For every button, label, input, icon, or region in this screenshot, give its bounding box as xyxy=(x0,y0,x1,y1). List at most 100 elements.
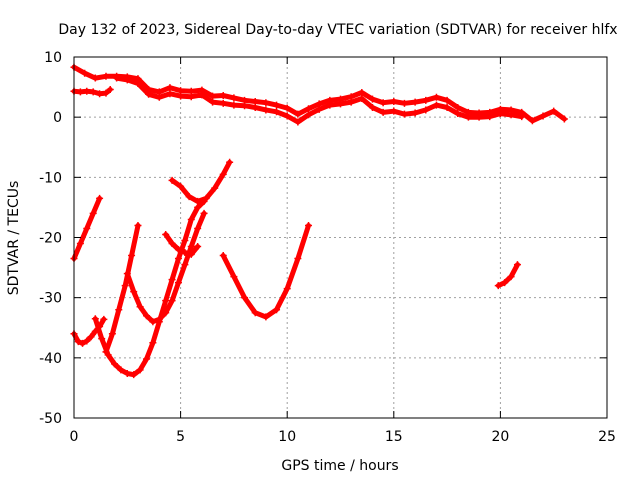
data-point-arc-upper-offset-4 xyxy=(155,93,163,101)
data-point-arc-upper-main-44 xyxy=(539,112,547,120)
data-point-arc-upper-offset-19 xyxy=(315,105,323,113)
data-point-arc-upper-offset-2 xyxy=(134,79,142,87)
data-point-arc-upper-main-20 xyxy=(283,104,291,112)
data-point-arc-upper-main-15 xyxy=(230,94,238,102)
data-point-arc-b-1 xyxy=(74,338,82,346)
x-axis-label: GPS time / hours xyxy=(281,458,398,474)
data-point-arc-f-5 xyxy=(194,243,202,251)
data-point-arc-f-2 xyxy=(174,246,182,254)
data-point-arc-upper-offset-22 xyxy=(347,98,355,106)
data-point-arc-upper-main-3 xyxy=(102,72,110,80)
data-point-arc-upper-short-5 xyxy=(102,89,110,97)
series-arc-upper-offset xyxy=(113,74,526,126)
y-tick-label-1: -40 xyxy=(39,351,62,367)
data-point-arc-upper-main-1 xyxy=(81,69,89,77)
axis-ticks xyxy=(73,56,608,419)
data-point-arc-d-5 xyxy=(134,221,142,229)
y-tick-label-2: -30 xyxy=(39,291,62,307)
data-point-arc-upper-offset-10 xyxy=(219,99,227,107)
data-point-arc-upper-main-14 xyxy=(219,92,227,100)
data-point-arc-upper-offset-11 xyxy=(230,101,238,109)
data-point-arc-e-1 xyxy=(130,288,138,296)
data-point-arc-upper-offset-33 xyxy=(464,113,472,121)
data-point-arc-upper-offset-16 xyxy=(283,112,291,120)
data-point-arc-e-7 xyxy=(168,297,176,305)
data-point-arc-upper-offset-37 xyxy=(507,111,515,119)
data-point-arc-upper-offset-27 xyxy=(400,110,408,118)
data-point-arc-upper-main-34 xyxy=(432,93,440,101)
chart-title: Day 132 of 2023, Sidereal Day-to-day VTE… xyxy=(58,22,617,38)
series-arc-upper-main xyxy=(70,63,568,125)
data-point-arc-g-0 xyxy=(168,176,176,184)
data-point-arc-g-6 xyxy=(219,170,227,178)
data-point-arc-upper-main-31 xyxy=(400,99,408,107)
series-line-arc-f xyxy=(163,232,201,257)
data-point-arc-c-1 xyxy=(98,335,106,343)
data-point-arc-a-1 xyxy=(76,240,84,248)
data-point-arc-e-11 xyxy=(194,224,202,232)
data-point-arc-upper-offset-28 xyxy=(411,109,419,117)
data-point-arc-upper-main-33 xyxy=(422,96,430,104)
data-point-arc-c-4 xyxy=(117,366,125,374)
data-point-arc-upper-main-35 xyxy=(443,96,451,104)
data-point-arc-upper-offset-35 xyxy=(486,113,494,121)
data-point-arc-upper-main-18 xyxy=(262,99,270,107)
data-point-arc-b-2 xyxy=(79,339,87,347)
data-point-arc-c-5 xyxy=(123,369,131,377)
data-point-arc-upper-offset-21 xyxy=(337,100,344,108)
data-point-arc-upper-offset-8 xyxy=(198,91,206,99)
data-point-arc-upper-offset-1 xyxy=(123,76,131,84)
data-point-arc-c-8 xyxy=(142,355,150,363)
data-point-arc-upper-main-32 xyxy=(411,98,419,106)
data-point-arc-upper-main-29 xyxy=(379,99,387,107)
series-arc-c xyxy=(91,197,208,379)
data-point-arc-g-2 xyxy=(185,193,193,201)
series-arc-i xyxy=(494,261,521,290)
series-line-arc-d xyxy=(103,223,141,355)
data-point-arc-upper-offset-38 xyxy=(518,113,526,121)
data-point-arc-e-5 xyxy=(155,315,163,323)
series-line-arc-g xyxy=(169,159,233,204)
data-point-arc-d-3 xyxy=(121,282,129,290)
data-point-arc-upper-offset-20 xyxy=(326,101,334,109)
data-point-arc-upper-offset-6 xyxy=(177,92,185,100)
data-point-arc-b-4 xyxy=(87,333,95,341)
data-point-arc-h-5 xyxy=(273,306,281,314)
data-point-arc-upper-offset-3 xyxy=(145,90,153,98)
axis-tick-labels: 0 5 10 15 20 25 -50 -40 -30 -20 -10 0 10 xyxy=(39,50,616,445)
data-point-arc-f-4 xyxy=(187,250,195,258)
data-point-arc-c-9 xyxy=(149,339,157,347)
data-point-arc-upper-offset-36 xyxy=(496,110,504,118)
data-point-arc-upper-offset-26 xyxy=(390,107,398,115)
x-tick-label-1: 5 xyxy=(176,429,185,445)
series-line-arc-c xyxy=(92,198,207,378)
data-point-arc-upper-offset-14 xyxy=(262,106,270,114)
data-point-arc-upper-main-2 xyxy=(91,74,99,82)
data-point-arc-c-0 xyxy=(91,315,99,323)
data-point-arc-upper-offset-32 xyxy=(454,110,462,118)
data-point-arc-upper-main-46 xyxy=(560,115,568,123)
data-point-arc-d-2 xyxy=(115,306,123,314)
data-point-arc-h-8 xyxy=(305,221,313,229)
data-point-arc-upper-main-45 xyxy=(550,107,558,115)
data-point-arc-e-4 xyxy=(149,318,157,326)
data-point-arc-upper-main-36 xyxy=(454,104,462,112)
data-point-arc-e-12 xyxy=(200,209,208,217)
data-point-arc-upper-offset-17 xyxy=(294,118,302,126)
data-point-arc-i-0 xyxy=(494,282,502,290)
data-point-arc-c-16 xyxy=(194,203,202,211)
x-tick-label-0: 0 xyxy=(70,429,79,445)
data-point-arc-g-1 xyxy=(177,182,185,190)
data-point-arc-i-1 xyxy=(501,279,509,287)
data-point-arc-upper-short-3 xyxy=(89,88,97,96)
data-point-arc-e-2 xyxy=(136,303,144,311)
data-point-arc-c-3 xyxy=(111,360,119,368)
data-point-arc-upper-offset-25 xyxy=(379,108,387,116)
data-point-arc-d-1 xyxy=(108,330,116,338)
data-point-arc-h-1 xyxy=(230,273,238,281)
data-point-arc-e-0 xyxy=(123,270,131,278)
data-point-arc-c-6 xyxy=(130,371,138,379)
x-tick-label-4: 20 xyxy=(491,429,509,445)
data-point-arc-upper-offset-13 xyxy=(251,104,259,112)
data-point-arc-e-6 xyxy=(162,309,170,317)
